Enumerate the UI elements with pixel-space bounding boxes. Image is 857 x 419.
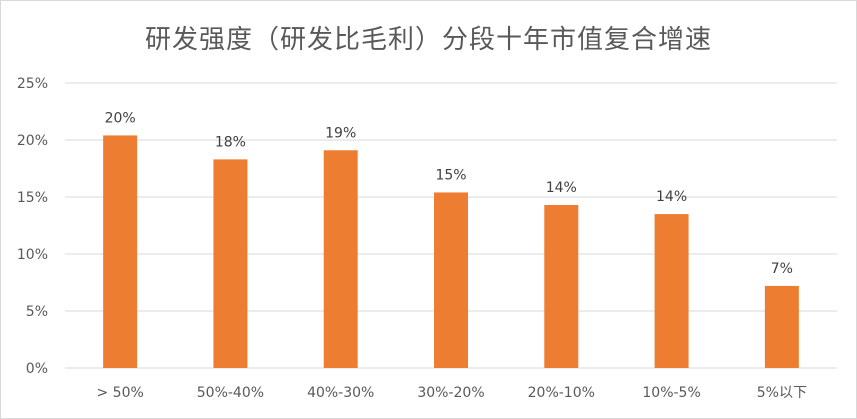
bar <box>544 204 579 368</box>
data-label: 14% <box>546 180 577 196</box>
x-tick-label: 20%-10% <box>528 385 595 401</box>
x-tick-label: 30%-20% <box>417 385 484 401</box>
x-tick-label: 50%-40% <box>197 385 264 401</box>
bar <box>103 135 138 368</box>
y-tick-label: 10% <box>17 247 48 263</box>
y-tick-label: 25% <box>17 76 48 92</box>
data-labels: 20% 18% 19% 15% 14% 14% 7% <box>105 110 793 276</box>
bar <box>213 159 248 368</box>
y-tick-label: 0% <box>26 361 48 377</box>
data-label: 20% <box>105 110 136 126</box>
data-label: 18% <box>215 134 246 150</box>
y-tick-label: 15% <box>17 190 48 206</box>
bar <box>654 214 689 368</box>
data-label: 19% <box>325 125 356 141</box>
bar <box>323 150 358 368</box>
bar <box>434 192 468 368</box>
data-label: 7% <box>771 261 793 277</box>
bar <box>764 285 799 368</box>
y-tick-label: 5% <box>26 304 48 320</box>
x-tick-label: 40%-30% <box>307 385 374 401</box>
x-tick-label: > 50% <box>96 385 143 401</box>
x-tick-label: 5%以下 <box>757 385 807 401</box>
bars <box>103 135 799 368</box>
data-label: 14% <box>656 189 687 205</box>
x-tick-label: 10%-5% <box>642 385 700 401</box>
y-tick-label: 20% <box>17 133 48 149</box>
data-label: 15% <box>435 167 466 183</box>
x-axis-tick-labels: > 50% 50%-40% 40%-30% 30%-20% 20%-10% 10%-5% 5… <box>96 385 806 401</box>
y-axis-tick-labels: 0% 5% 10% 15% 20% 25% <box>17 76 48 377</box>
chart-title: 研发强度（研发比毛利）分段十年市值复合增速 <box>144 25 712 55</box>
